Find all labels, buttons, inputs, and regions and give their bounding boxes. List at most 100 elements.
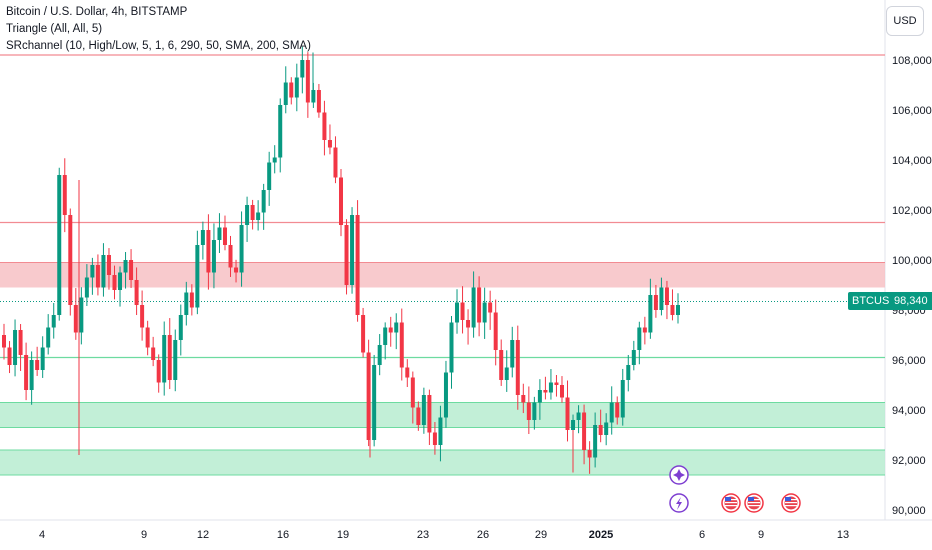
candle-body: [670, 305, 675, 315]
time-axis-label: 12: [197, 529, 209, 541]
candle-body: [350, 215, 355, 285]
candle-body: [477, 287, 482, 323]
price-axis-label: 108,000: [892, 55, 932, 67]
candle-body: [79, 297, 84, 333]
us-flag-event-icon[interactable]: [721, 493, 741, 513]
candle-body: [438, 417, 443, 445]
candle-body: [289, 82, 294, 98]
candle-body: [571, 420, 576, 430]
candle-body: [598, 425, 603, 435]
sparkle-event-icon[interactable]: [669, 465, 689, 485]
candle-body: [432, 432, 437, 445]
candle-body: [554, 382, 559, 385]
candle-body: [521, 395, 526, 403]
candle-body: [615, 402, 620, 418]
candle-body: [162, 335, 167, 383]
candle-body: [499, 350, 504, 380]
candle-body: [394, 322, 399, 333]
price-axis-label: 102,000: [892, 205, 932, 217]
candle-body: [565, 397, 570, 430]
symbol-title[interactable]: Bitcoin / U.S. Dollar, 4h, BITSTAMP: [6, 6, 188, 18]
candle-body: [582, 412, 587, 450]
indicator-triangle[interactable]: Triangle (All, All, 5): [6, 23, 103, 35]
candle-body: [68, 215, 73, 305]
candle-body: [593, 425, 598, 458]
candle-body: [211, 240, 216, 273]
candle-body: [366, 352, 371, 440]
support-zone-2: [0, 450, 885, 475]
candle-body: [234, 267, 239, 273]
time-axis-label: 29: [535, 529, 547, 541]
candle-body: [184, 292, 189, 315]
candle-body: [195, 245, 200, 308]
candle-body: [156, 360, 161, 383]
candle-body: [261, 190, 266, 213]
candle-body: [189, 292, 194, 308]
candle-body: [112, 275, 117, 290]
candle-body: [134, 280, 139, 305]
resistance-zone: [0, 262, 885, 288]
candle-body: [278, 105, 283, 158]
currency-button[interactable]: USD: [886, 6, 924, 36]
time-axis-label: 23: [417, 529, 429, 541]
candle-body: [123, 260, 128, 273]
candle-body: [648, 295, 653, 333]
candle-body: [653, 295, 658, 310]
candle-body: [676, 305, 680, 315]
candle-body: [488, 302, 493, 313]
candle-body: [18, 330, 23, 355]
candle-body: [256, 212, 261, 220]
price-axis-label: 96,000: [892, 355, 926, 367]
price-axis-label: 90,000: [892, 505, 926, 517]
candle-body: [543, 390, 548, 393]
candle-body: [322, 112, 327, 140]
time-axis-label: 2025: [589, 529, 613, 541]
us-flag-event-icon[interactable]: [744, 493, 764, 513]
candle-body: [493, 312, 498, 350]
candle-body: [101, 255, 106, 288]
candle-body: [283, 82, 288, 105]
candle-body: [659, 287, 664, 310]
candle-body: [537, 390, 542, 403]
candle-body: [95, 265, 100, 288]
candle-body: [200, 230, 205, 245]
candle-body: [664, 287, 669, 305]
candle-body: [333, 147, 338, 178]
candle-body: [29, 360, 34, 390]
indicator-srchannel[interactable]: SRchannel (10, High/Low, 5, 1, 6, 290, 5…: [6, 40, 311, 52]
candle-body: [576, 412, 581, 420]
candle-body: [2, 335, 6, 348]
candle-body: [305, 60, 310, 103]
candle-body: [372, 365, 377, 440]
candle-body: [267, 162, 272, 190]
candle-body: [482, 302, 487, 323]
price-axis-label: 104,000: [892, 155, 932, 167]
candle-body: [410, 377, 415, 408]
lightning-event-icon[interactable]: [669, 493, 689, 513]
candle-body: [416, 407, 421, 425]
time-axis-label: 26: [477, 529, 489, 541]
candle-body: [145, 327, 150, 348]
candle-body: [626, 365, 631, 380]
candle-body: [377, 345, 382, 365]
candle-body: [421, 395, 426, 425]
candle-body: [35, 360, 40, 370]
candle-body: [455, 302, 460, 323]
candle-body: [587, 450, 592, 458]
us-flag-event-icon[interactable]: [781, 493, 801, 513]
candle-body: [40, 347, 45, 370]
candle-body: [399, 322, 404, 368]
candle-body: [118, 272, 123, 290]
candle-body: [631, 350, 636, 365]
candle-body: [604, 422, 609, 435]
support-zone-1: [0, 402, 885, 428]
candle-body: [250, 205, 255, 220]
candle-body: [460, 302, 465, 320]
price-axis-label: 92,000: [892, 455, 926, 467]
candle-body: [383, 327, 388, 345]
candle-body: [13, 330, 18, 365]
candle-body: [245, 205, 250, 225]
candle-body: [106, 255, 111, 275]
candle-body: [620, 380, 625, 418]
